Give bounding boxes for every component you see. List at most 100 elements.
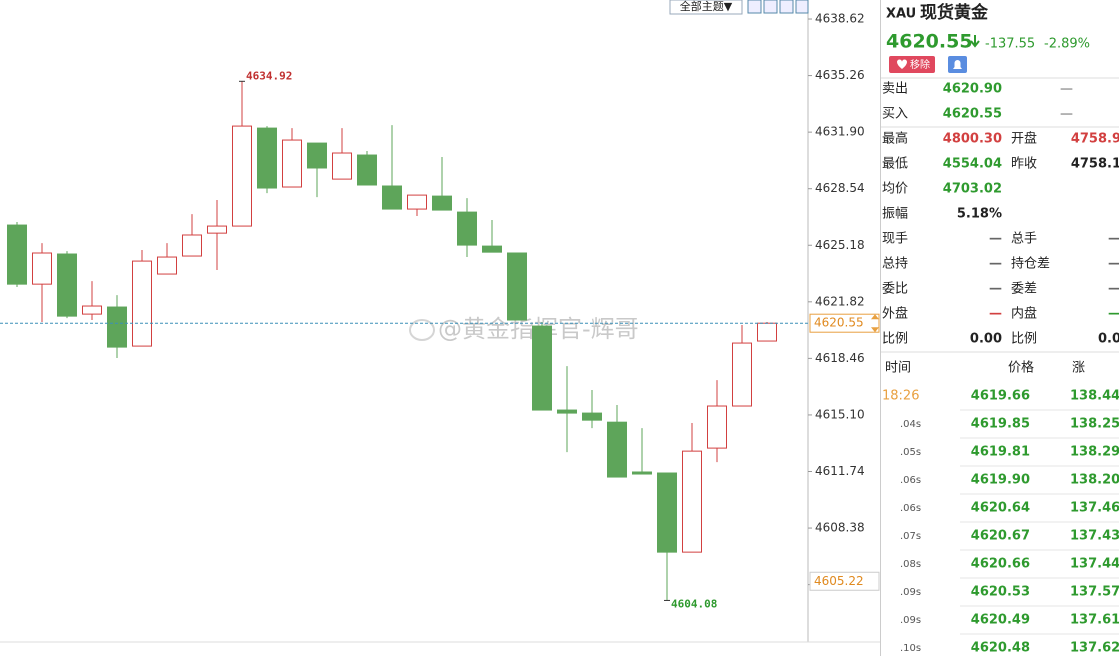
trade-price: 4619.90 [971,473,1030,488]
stat-label: 昨收 [1011,157,1037,172]
price-change-pct: -2.89% [1044,37,1090,52]
trade-time: .06s [900,503,921,514]
stat-value: 4758.1 [1071,157,1119,172]
panel-content: 卖出 4620.90 — 买入 4620.55 — 最高 4800.30 开盘 4758.9 最低 4… [882,82,1119,656]
trade-change: 137.62 [1070,641,1119,656]
trade-change: 137.61 [1070,613,1119,628]
candle-body [407,194,427,210]
stat-note: — [1060,82,1073,97]
toolbar: 全部主题▼ [669,0,809,15]
trade-header: 价格 [1008,360,1034,376]
stat-label: 开盘 [1011,131,1037,147]
y-tick-label: 4625.18 [815,238,865,252]
candle-body [232,125,252,227]
trade-change: 137.57 [1070,585,1119,600]
candle-body [657,472,677,553]
tool-icon[interactable] [763,0,778,14]
candle-body [732,342,752,407]
stat-label: 比例 [1011,332,1037,347]
trade-time: .07s [900,531,921,542]
high-label: 4634.92 [246,69,292,82]
stat-value: — [989,232,1002,247]
candle-body [282,139,302,188]
y-tick-label: 4635.26 [815,68,865,82]
y-tick-label: 4631.90 [815,125,865,139]
stat-label: 最低 [882,157,908,172]
quote-panel: XAU 现货黄金 4620.55 -137.55 -2.89% 移除 卖出 462… [881,2,1119,656]
candle-body [757,322,777,342]
trade-change: 138.44 [1070,389,1119,404]
candle-body [557,409,577,414]
tool-icon[interactable] [747,0,762,14]
y-tick-label: 4608.38 [815,521,865,535]
tool-icon[interactable] [795,0,809,14]
candle-body [457,211,477,246]
remove-label[interactable]: 移除 [910,58,930,71]
stat-label: 现手 [882,232,908,247]
candle-body [382,185,402,210]
stat-value: — [989,257,1002,272]
stat-label: 比例 [882,332,908,347]
down-arrow [970,35,980,48]
trade-time: .08s [900,559,921,570]
instrument-name: 现货黄金 [920,2,989,23]
stat-label: 委比 [882,282,908,297]
trade-change: 137.44 [1070,557,1119,572]
current-price-label: 4620.55 [814,316,864,330]
candle-body [707,405,727,449]
stat-value: — [1108,307,1119,322]
y-tick-label: 4615.10 [815,407,865,421]
y-tick-label: 4621.82 [815,294,865,308]
trade-change: 138.20 [1070,473,1119,488]
stat-label: 最高 [882,131,908,147]
candle-body [532,325,552,411]
trade-time: .05s [900,447,921,458]
current-price-tag [809,313,880,333]
stat-label: 买入 [882,107,908,122]
trade-price: 4619.66 [971,389,1030,404]
trade-header: 时间 [885,361,911,376]
heart-icon[interactable] [897,59,907,69]
theme-menu[interactable] [669,0,743,15]
symbol: XAU [886,7,916,22]
stat-label: 持仓差 [1011,257,1050,272]
candle-body [507,252,527,321]
low-label: 4604.08 [671,597,717,610]
candle-body [82,305,102,315]
trade-time: .04s [900,419,921,430]
y-tick-label: 4618.46 [815,351,865,365]
trade-time: .09s [900,615,921,626]
candle-body [432,195,452,211]
bell-icon[interactable] [953,60,962,69]
chart: 4638.62 4635.26 4631.90 4628.54 4625.18 4621.… [0,12,880,610]
stat-note: — [1060,107,1073,122]
stat-label: 内盘 [1011,306,1037,322]
candle-body [7,224,27,285]
tool-icon[interactable] [779,0,794,14]
y-tick-label: 4628.54 [815,181,865,195]
y-tick-label: 4638.62 [815,12,865,26]
candle-body [32,252,52,285]
stat-label: 总持 [882,257,908,272]
stat-value: 4758.9 [1071,132,1119,147]
candle-body [607,421,627,478]
trade-time: .10s [900,643,921,654]
trade-time: 18:26 [882,389,919,404]
stat-label: 总手 [1011,232,1037,247]
trade-header: 涨 [1072,361,1085,376]
stat-label: 振幅 [882,207,908,222]
theme-menu-label[interactable]: 全部主题▼ [680,0,733,13]
stat-value: 4703.02 [943,182,1002,197]
stat-value: 4620.55 [943,107,1002,122]
stat-value: — [1108,282,1119,297]
candle-body [582,412,602,421]
candle-body [182,234,202,257]
price-change: -137.55 [985,37,1035,52]
trade-price: 4620.64 [971,501,1030,516]
trade-price: 4620.67 [971,529,1030,544]
stat-label: 卖出 [882,82,908,97]
trade-price: 4619.85 [971,417,1030,432]
marker-price-tag [809,571,880,591]
